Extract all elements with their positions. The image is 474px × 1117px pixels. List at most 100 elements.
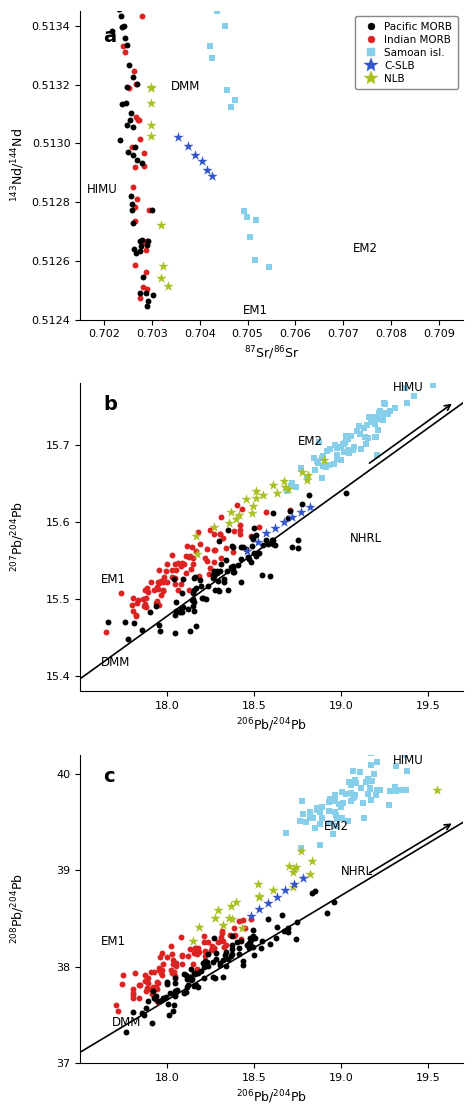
Point (245, 939, 252, 957)
Point (168, 964, 176, 982)
Point (150, 963, 157, 981)
Point (156, 948, 164, 966)
Point (185, 547, 193, 565)
Point (169, 955, 176, 973)
Point (308, 808, 315, 825)
Point (367, 744, 375, 762)
Point (229, 543, 237, 561)
Point (255, 518, 263, 536)
Point (218, 548, 225, 566)
Point (290, 878, 297, 896)
Point (187, 601, 195, 619)
Point (221, 17, 228, 35)
Point (160, 573, 167, 591)
Point (273, 888, 281, 906)
Point (222, 957, 229, 975)
Point (201, 947, 209, 965)
Point (180, 555, 188, 573)
Point (159, 955, 167, 973)
Point (129, 213, 137, 231)
Point (229, 557, 237, 575)
Point (210, 929, 218, 947)
Point (333, 446, 340, 464)
Point (182, 547, 190, 565)
Point (157, 586, 164, 604)
Point (278, 906, 285, 924)
Point (416, 1102, 423, 1117)
Point (210, 518, 218, 536)
Point (131, 212, 138, 230)
Point (152, 594, 160, 612)
Point (153, 579, 161, 596)
Point (118, 96, 126, 114)
Point (271, 518, 279, 536)
Point (199, 590, 207, 608)
Point (282, 881, 289, 899)
Point (190, 932, 197, 949)
Point (251, 251, 259, 269)
Point (131, 199, 139, 217)
Point (374, 409, 382, 427)
Point (128, 201, 136, 219)
Point (373, 410, 381, 428)
Point (330, 894, 338, 911)
Point (143, 231, 150, 249)
Point (183, 971, 191, 989)
Point (314, 800, 322, 818)
Point (243, 490, 250, 508)
Point (219, 924, 226, 942)
Point (139, 268, 146, 286)
Point (132, 75, 140, 93)
Point (139, 315, 146, 333)
Point (136, 232, 144, 250)
Point (288, 474, 296, 491)
Point (342, 484, 350, 502)
Point (194, 523, 202, 541)
Point (418, 370, 425, 388)
Point (135, 989, 143, 1006)
Point (204, 957, 212, 975)
Point (138, 8, 146, 26)
Point (178, 946, 186, 964)
Point (313, 451, 320, 469)
Point (270, 316, 278, 334)
Point (190, 605, 197, 623)
Point (154, 974, 162, 992)
Point (160, 581, 167, 599)
Point (284, 509, 292, 527)
Point (306, 803, 313, 821)
Point (222, 943, 230, 961)
Point (376, 781, 383, 799)
Point (381, 404, 388, 422)
Point (255, 888, 263, 906)
Point (140, 590, 147, 608)
Point (265, 258, 273, 276)
Point (236, 525, 244, 543)
Point (316, 803, 323, 821)
Point (142, 973, 149, 991)
Point (280, 513, 288, 531)
Point (187, 971, 195, 989)
X-axis label: $^{206}$Pb/$^{204}$Pb: $^{206}$Pb/$^{204}$Pb (236, 1088, 307, 1106)
Point (214, 572, 221, 590)
Point (209, 566, 217, 584)
Point (284, 441, 292, 459)
Point (365, 408, 373, 426)
Point (178, 584, 186, 602)
Point (249, 531, 257, 548)
Point (309, 541, 317, 558)
Point (287, 500, 294, 518)
Point (121, 613, 128, 631)
Point (364, 785, 371, 803)
Point (294, 531, 302, 548)
Point (195, 943, 203, 961)
Point (230, 522, 238, 540)
Point (189, 555, 197, 573)
Point (179, 570, 187, 588)
Point (145, 378, 152, 395)
Point (171, 624, 179, 642)
Point (262, 531, 269, 548)
Point (219, 952, 227, 970)
Point (155, 958, 163, 976)
Point (384, 405, 392, 423)
